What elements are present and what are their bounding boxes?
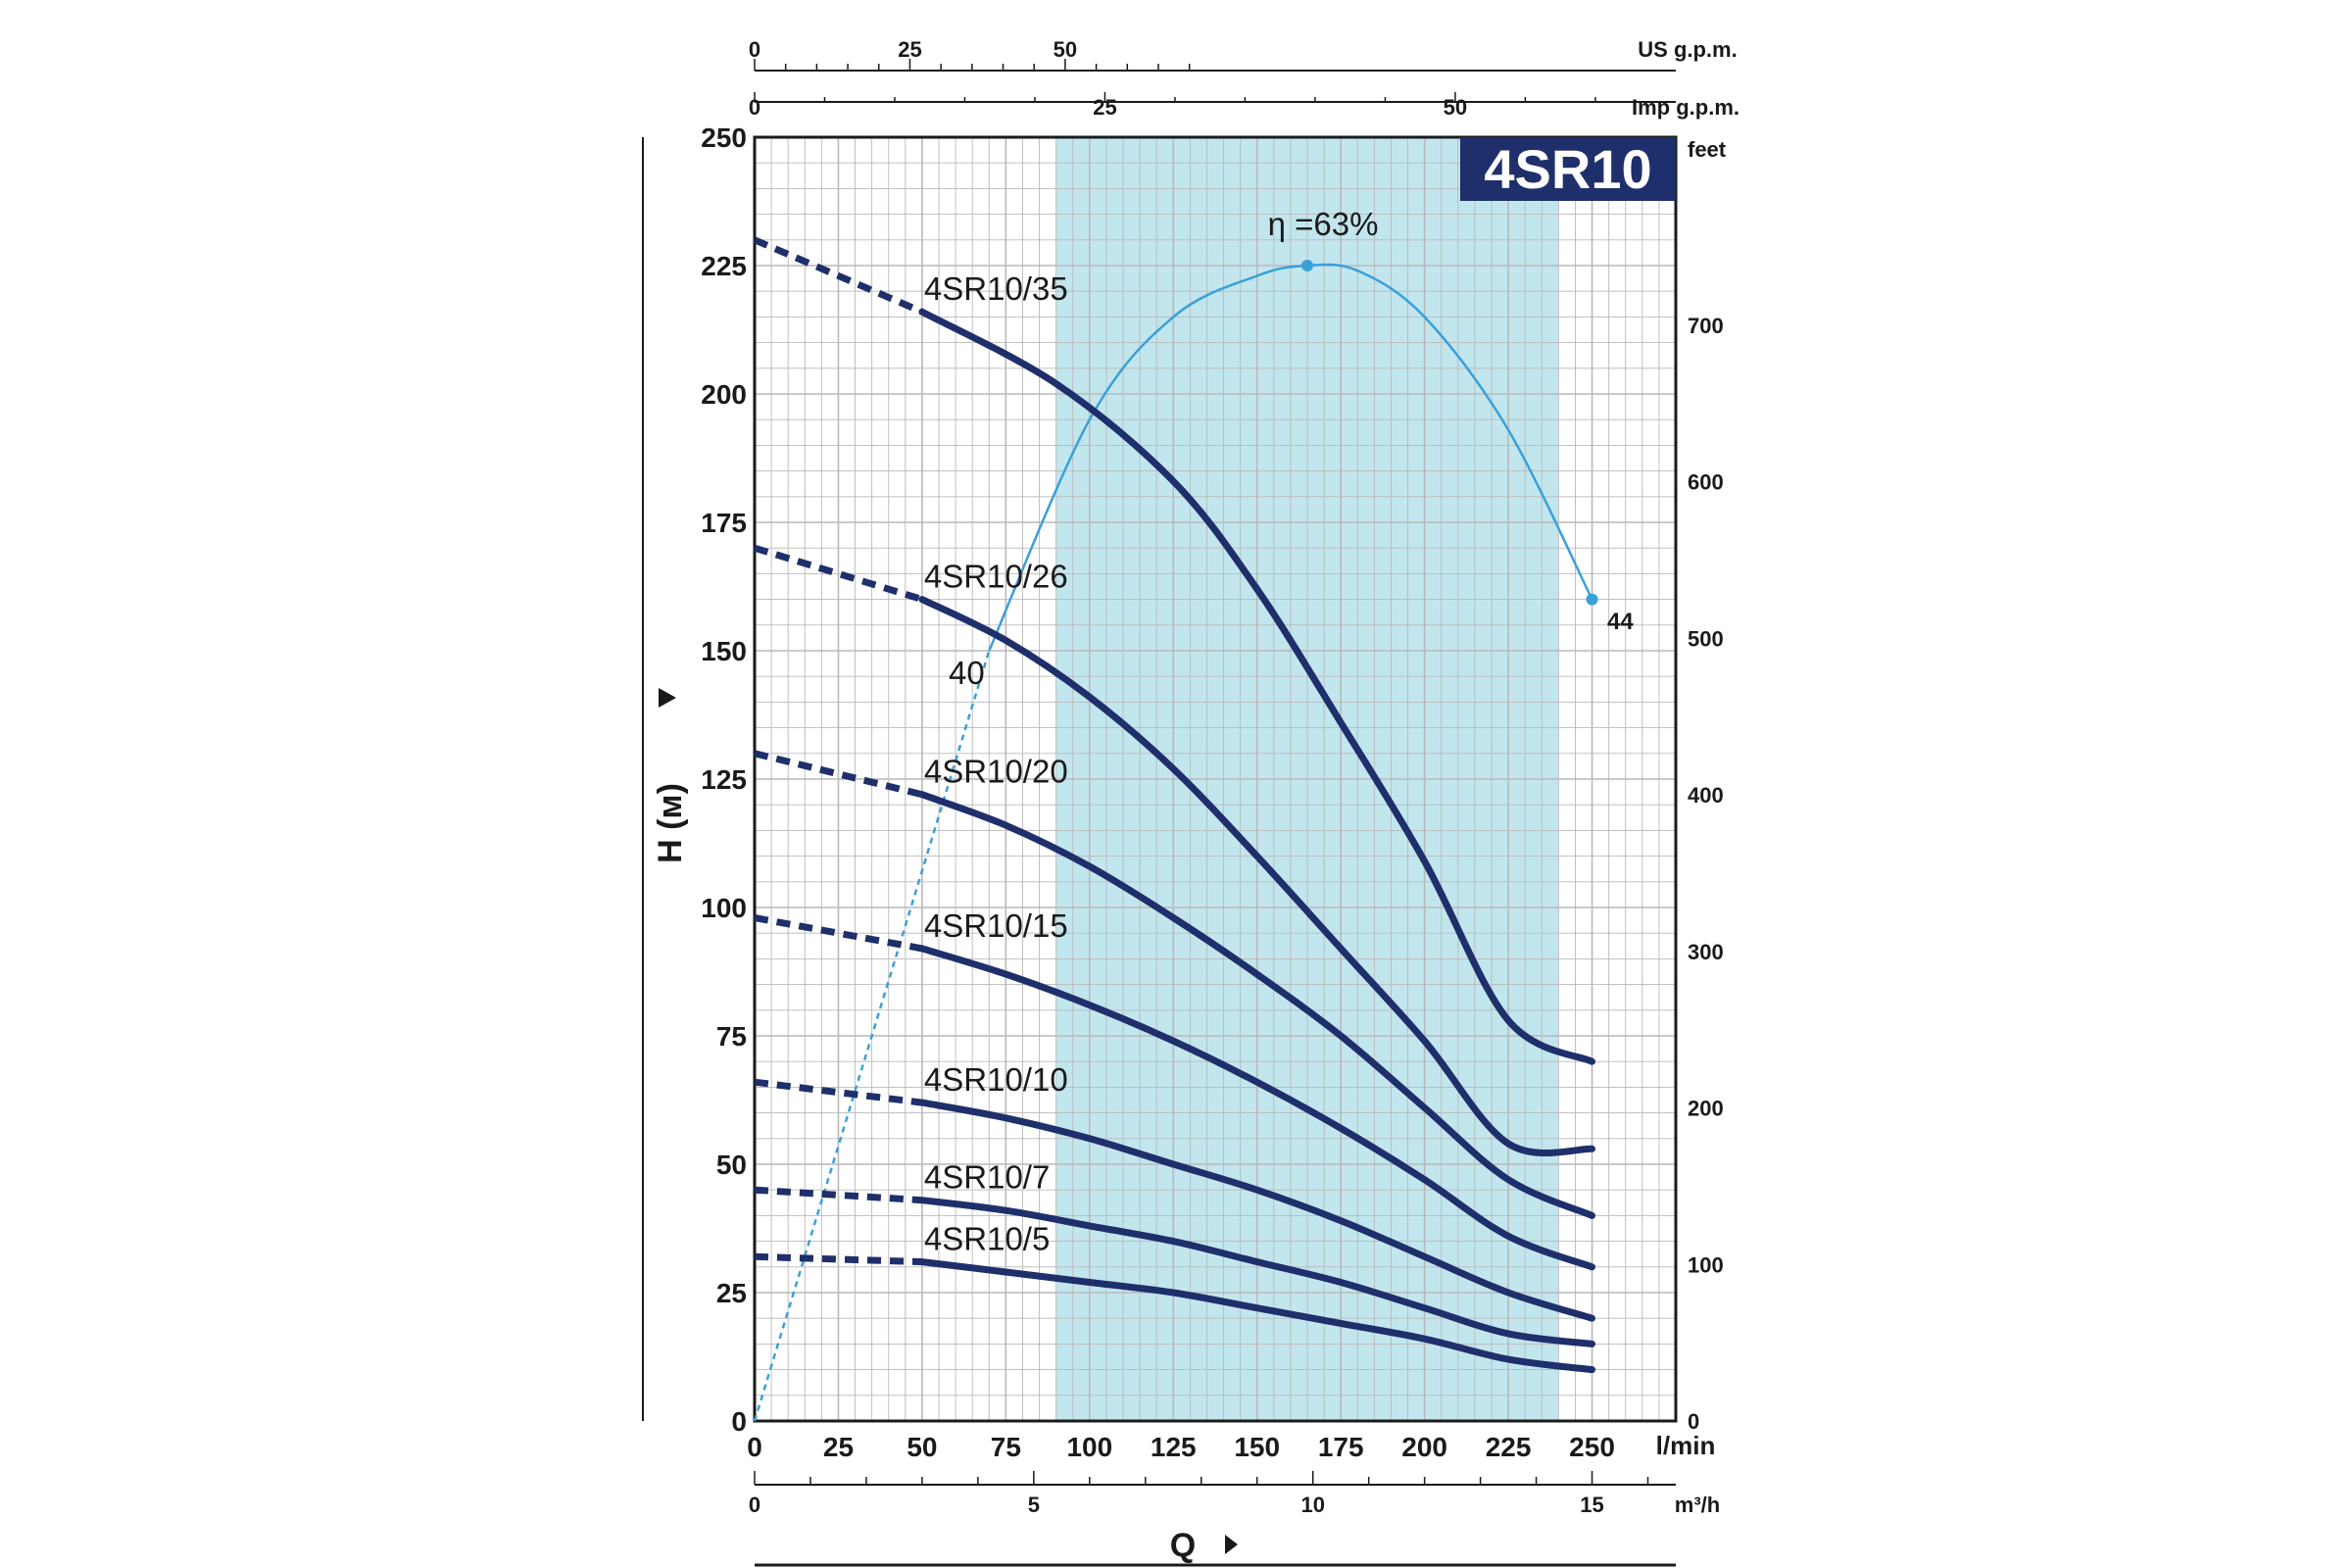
efficiency-end-marker <box>1586 593 1598 606</box>
feet-tick-label: 600 <box>1688 470 1724 495</box>
efficiency-peak-label: η =63% <box>1268 206 1379 242</box>
x-tick-label: 200 <box>1401 1432 1447 1462</box>
y-tick-label: 0 <box>731 1406 747 1437</box>
series-dashed <box>754 750 923 799</box>
y-tick-label: 125 <box>701 764 747 795</box>
x-tick-label: 150 <box>1234 1432 1280 1462</box>
x-tick-label: 250 <box>1569 1432 1615 1462</box>
series-dashed <box>754 1078 923 1106</box>
x-tick-label: 0 <box>747 1432 762 1462</box>
y-tick-label: 100 <box>701 893 747 923</box>
m3h-tick-label: 5 <box>1028 1493 1040 1517</box>
series-dashed <box>753 236 924 316</box>
series-dashed <box>754 1186 923 1204</box>
x-unit-label: l/min <box>1656 1431 1716 1460</box>
series-label: 4SR10/35 <box>924 270 1068 307</box>
efficiency-start-label: 40 <box>949 655 985 691</box>
feet-tick-label: 300 <box>1688 940 1724 964</box>
feet-tick-label: 700 <box>1688 314 1724 338</box>
series-dashed <box>754 1252 923 1266</box>
x-tick-label: 175 <box>1318 1432 1364 1462</box>
x-axis-arrow-icon <box>1225 1535 1238 1554</box>
x-axis-title: Q <box>1170 1527 1196 1564</box>
us-gpm-tick-label: 25 <box>898 37 921 62</box>
y-tick-label: 25 <box>716 1278 747 1308</box>
series-label: 4SR10/20 <box>924 754 1068 790</box>
x-tick-label: 25 <box>823 1432 854 1462</box>
us-gpm-tick-label: 50 <box>1054 37 1077 62</box>
m3h-unit: m³/h <box>1675 1493 1720 1517</box>
feet-unit: feet <box>1688 137 1727 162</box>
plot-border <box>753 135 1678 1423</box>
y-tick-label: 225 <box>701 251 747 281</box>
series-curve <box>918 945 1595 1271</box>
grid <box>754 136 1677 1422</box>
efficiency-end-label: 44 <box>1607 609 1634 635</box>
imp-gpm-tick-label: 25 <box>1093 95 1116 120</box>
pump-curves <box>753 236 1595 1374</box>
y-tick-label: 175 <box>701 508 747 538</box>
series-curve <box>918 1197 1595 1348</box>
y-axis-arrow-icon <box>659 688 676 708</box>
imp-gpm-tick-label: 0 <box>749 95 760 120</box>
series-label: 4SR10/5 <box>924 1221 1050 1257</box>
feet-tick-label: 200 <box>1688 1097 1724 1121</box>
m3h-tick-label: 10 <box>1300 1493 1324 1517</box>
us-gpm-unit: US g.p.m. <box>1638 37 1737 62</box>
x-tick-label: 100 <box>1066 1432 1112 1462</box>
plot-frame <box>753 135 1678 1423</box>
efficiency-peak-marker <box>1301 260 1313 271</box>
m3h-tick-label: 0 <box>749 1493 760 1517</box>
imp-gpm-unit: Imp g.p.m. <box>1632 95 1740 120</box>
feet-tick-label: 400 <box>1688 783 1724 808</box>
series-curve <box>918 596 1595 1157</box>
y-tick-label: 50 <box>716 1150 747 1180</box>
chart-title: 4SR10 <box>1484 138 1651 200</box>
series-curve <box>918 1099 1595 1322</box>
us-gpm-tick-label: 0 <box>749 37 760 62</box>
series-label: 4SR10/10 <box>924 1061 1068 1098</box>
series-label: 4SR10/15 <box>924 907 1068 944</box>
imp-gpm-tick-label: 50 <box>1444 95 1467 120</box>
series-curve <box>918 1258 1595 1374</box>
series-label: 4SR10/26 <box>924 559 1068 595</box>
x-tick-label: 50 <box>906 1432 937 1462</box>
y-axis-title: H (м) <box>652 783 689 863</box>
feet-tick-label: 0 <box>1688 1409 1699 1434</box>
series-labels: 4SR10/35 4SR10/26 4SR10/20 4SR10/15 4SR10/10… <box>924 270 1068 1256</box>
y-tick-label: 75 <box>716 1021 747 1052</box>
y-tick-label: 250 <box>701 122 747 153</box>
x-tick-label: 75 <box>991 1432 1021 1462</box>
series-curve <box>918 791 1595 1219</box>
series-dashed <box>753 544 923 603</box>
efficiency-dashed <box>753 650 991 1422</box>
y-tick-label: 150 <box>701 636 747 666</box>
series-label: 4SR10/7 <box>924 1159 1050 1196</box>
x-tick-label: 125 <box>1151 1432 1197 1462</box>
series-curve <box>918 308 1595 1065</box>
x-tick-label: 225 <box>1486 1432 1532 1462</box>
efficiency-curve <box>753 260 1598 1422</box>
feet-tick-label: 500 <box>1688 626 1724 651</box>
y-tick-label: 200 <box>701 379 747 410</box>
m3h-tick-label: 15 <box>1580 1493 1603 1517</box>
feet-tick-label: 100 <box>1688 1252 1724 1277</box>
model-badge <box>1460 137 1676 201</box>
